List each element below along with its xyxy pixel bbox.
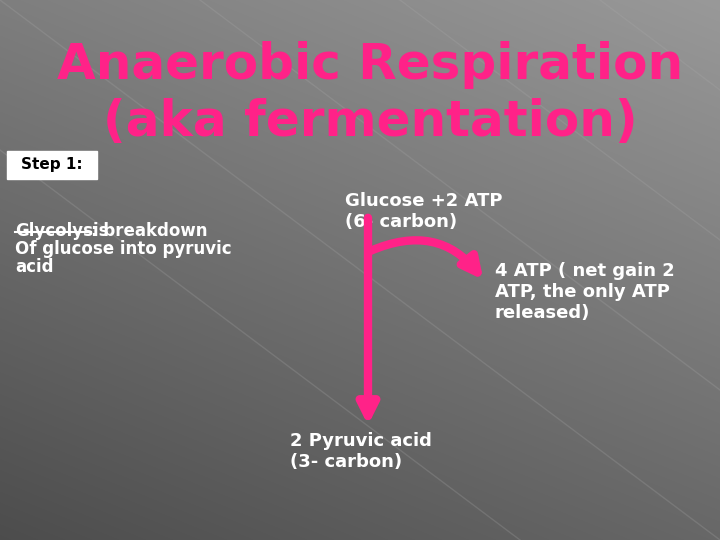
Text: Of glucose into pyruvic: Of glucose into pyruvic bbox=[15, 240, 232, 258]
Text: Glycolysis: Glycolysis bbox=[15, 222, 109, 240]
Text: Glucose +2 ATP
(6- carbon): Glucose +2 ATP (6- carbon) bbox=[345, 192, 503, 231]
Text: Step 1:: Step 1: bbox=[21, 158, 83, 172]
FancyBboxPatch shape bbox=[7, 151, 97, 179]
Text: : breakdown: : breakdown bbox=[91, 222, 207, 240]
Text: Anaerobic Respiration: Anaerobic Respiration bbox=[57, 41, 683, 89]
Text: 4 ATP ( net gain 2
ATP, the only ATP
released): 4 ATP ( net gain 2 ATP, the only ATP rel… bbox=[495, 262, 675, 322]
Text: 2 Pyruvic acid
(3- carbon): 2 Pyruvic acid (3- carbon) bbox=[290, 432, 432, 471]
Text: acid: acid bbox=[15, 258, 53, 276]
Text: (aka fermentation): (aka fermentation) bbox=[103, 98, 637, 146]
